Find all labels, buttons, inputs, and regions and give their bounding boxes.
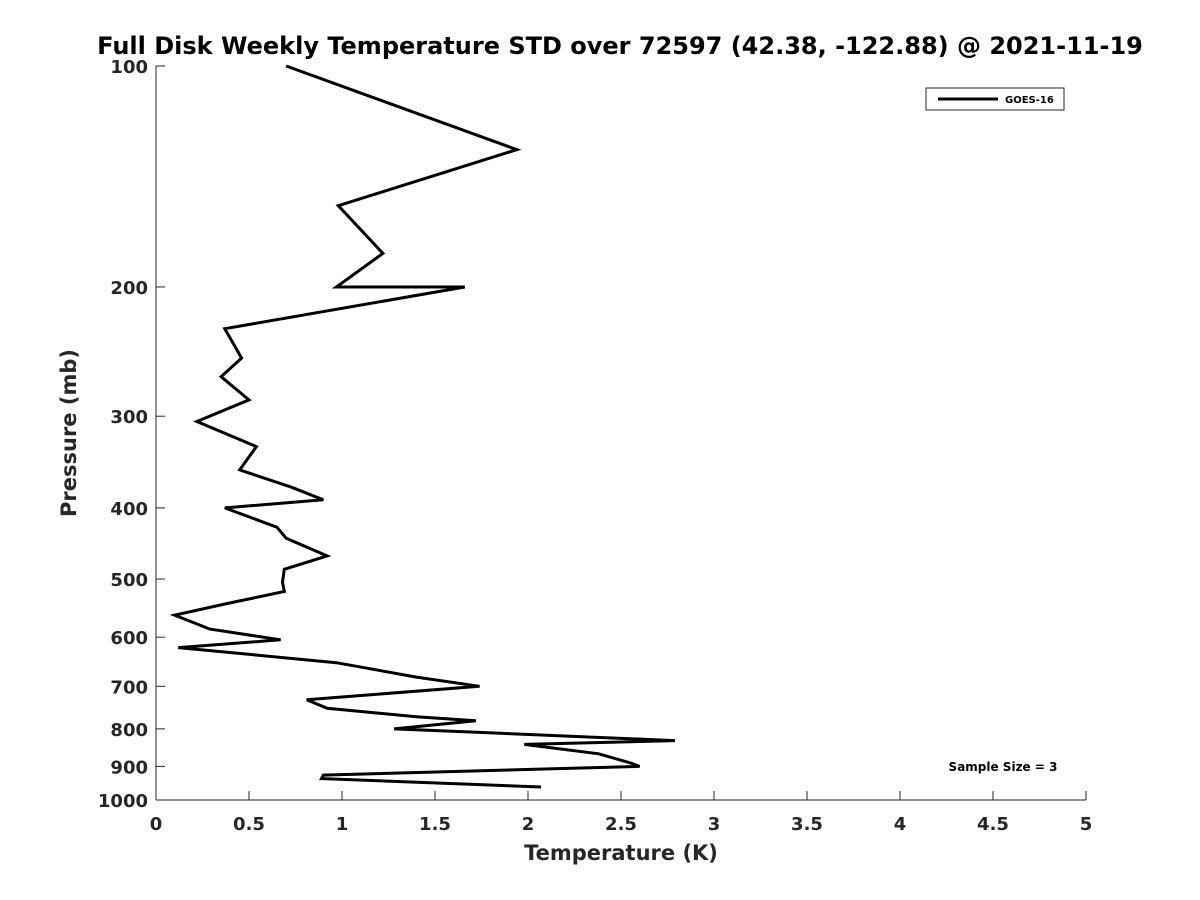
legend: GOES-16 xyxy=(925,87,1065,111)
x-tick-label: 3.5 xyxy=(791,814,823,835)
legend-label-goes-16: GOES-16 xyxy=(1005,95,1054,106)
x-tick-label: 0.5 xyxy=(233,814,265,835)
x-tick-label: 1 xyxy=(336,814,349,835)
plot-area xyxy=(156,66,1086,800)
x-tick-label: 1.5 xyxy=(419,814,451,835)
y-tick-label: 700 xyxy=(110,677,148,698)
x-axis-ticks: 0 0.5 1 1.5 2 2.5 3 3.5 4 4.5 5 xyxy=(150,791,1093,835)
y-tick-label: 100 xyxy=(110,57,148,78)
y-tick-label: 400 xyxy=(110,499,148,520)
x-tick-label: 5 xyxy=(1080,814,1093,835)
x-axis-title: Temperature (K) xyxy=(524,841,718,865)
y-tick-label: 500 xyxy=(110,570,148,591)
x-tick-label: 2.5 xyxy=(605,814,637,835)
y-tick-label: 600 xyxy=(110,628,148,649)
y-tick-label: 800 xyxy=(110,720,148,741)
y-axis-title: Pressure (mb) xyxy=(57,349,81,517)
y-tick-label: 200 xyxy=(110,278,148,299)
x-tick-label: 2 xyxy=(522,814,535,835)
x-tick-label: 4 xyxy=(894,814,907,835)
series-line-goes-16 xyxy=(169,64,675,789)
x-tick-label: 3 xyxy=(708,814,721,835)
x-tick-label: 4.5 xyxy=(977,814,1009,835)
y-tick-label: 1000 xyxy=(98,791,148,812)
x-tick-label: 0 xyxy=(150,814,163,835)
y-axis-ticks: 100 200 300 400 500 600 700 800 900 1000 xyxy=(98,57,165,812)
y-tick-label: 900 xyxy=(110,757,148,778)
sample-size-annotation: Sample Size = 3 xyxy=(949,760,1058,774)
chart-title: Full Disk Weekly Temperature STD over 72… xyxy=(97,32,1143,60)
y-tick-label: 300 xyxy=(110,407,148,428)
